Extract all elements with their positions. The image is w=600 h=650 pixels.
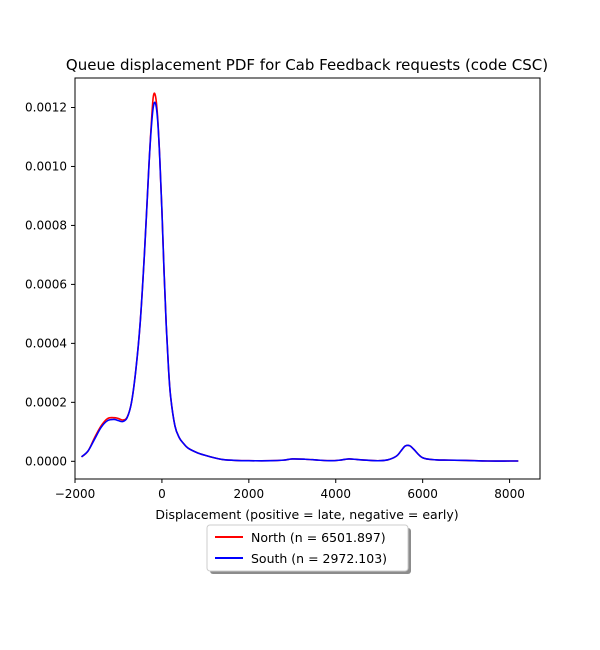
y-tick-label: 0.0010 bbox=[25, 159, 67, 173]
plot-frame bbox=[74, 77, 541, 480]
x-tick-label: 2000 bbox=[234, 487, 265, 501]
x-tick-label: 8000 bbox=[494, 487, 525, 501]
chart-title: Queue displacement PDF for Cab Feedback … bbox=[66, 56, 548, 74]
y-tick-label: 0.0008 bbox=[25, 218, 67, 232]
x-tick-label: −2000 bbox=[55, 487, 96, 501]
y-axis-ticks: 0.0000 0.0002 0.0004 0.0006 0.0008 0.0010 0.00… bbox=[25, 100, 75, 468]
series-layer bbox=[80, 92, 519, 462]
x-axis-label: Displacement (positive = late, negative … bbox=[155, 507, 458, 522]
y-tick-label: 0.0000 bbox=[25, 454, 67, 468]
x-tick-label: 0 bbox=[158, 487, 166, 501]
series-line-0 bbox=[80, 92, 519, 462]
series-line-1 bbox=[80, 101, 519, 462]
x-tick-label: 6000 bbox=[407, 487, 438, 501]
legend-label-north: North (n = 6501.897) bbox=[251, 530, 386, 545]
legend-label-south: South (n = 2972.103) bbox=[251, 551, 387, 566]
y-tick-label: 0.0006 bbox=[25, 277, 67, 291]
legend-box bbox=[206, 524, 409, 572]
y-tick-label: 0.0004 bbox=[25, 336, 67, 350]
y-tick-label: 0.0012 bbox=[25, 100, 67, 114]
legend: North (n = 6501.897) South (n = 2972.103… bbox=[206, 524, 411, 574]
x-tick-label: 4000 bbox=[320, 487, 351, 501]
x-axis-ticks: −2000 0 2000 4000 6000 8000 bbox=[55, 479, 525, 501]
y-tick-label: 0.0002 bbox=[25, 395, 67, 409]
